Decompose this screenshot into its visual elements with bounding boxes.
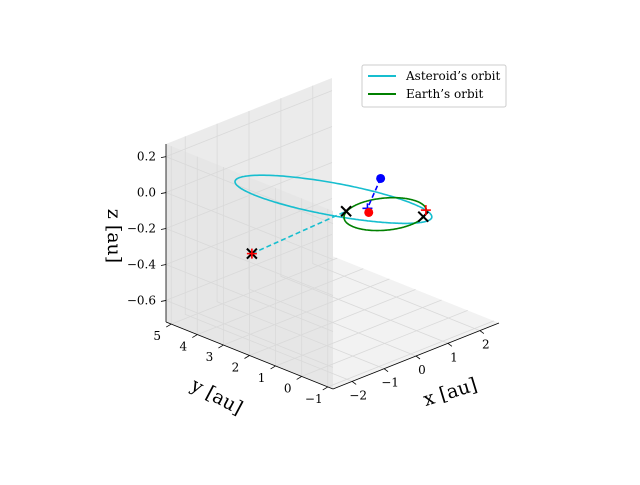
x-tick-label: 1 <box>450 350 458 364</box>
y-tick-mark <box>296 376 302 380</box>
y-tick-mark <box>322 386 328 391</box>
legend-label-asteroid: Asteroid’s orbit <box>405 69 500 83</box>
z-tick-mark <box>160 300 167 302</box>
y-tick-mark <box>270 365 276 370</box>
z-tick-mark <box>160 264 167 266</box>
legend-frame <box>361 64 507 108</box>
z-tick-label: −0.6 <box>127 293 156 307</box>
x-tick-label: −2 <box>349 388 367 402</box>
x-tick-label: 2 <box>482 338 490 352</box>
earth-orbit-line <box>343 196 428 232</box>
plus-marker <box>246 248 257 259</box>
grid-line-x <box>216 123 385 370</box>
plus-marker <box>420 205 431 216</box>
z-tick-label: 0.2 <box>137 150 156 164</box>
legend: Asteroid’s orbit Earth’s orbit <box>361 64 507 108</box>
x-tick-label: 0 <box>418 363 426 377</box>
grid-line-x <box>312 85 480 331</box>
y-tick-label: 0 <box>284 381 292 395</box>
y-axis-label: y [au] <box>186 374 246 420</box>
dot-marker <box>376 173 386 183</box>
event-markers <box>246 173 431 260</box>
z-tick-mark <box>160 156 167 158</box>
y-tick-label: 3 <box>206 350 214 364</box>
x-axis-label: x [au] <box>421 374 480 411</box>
y-tick-mark <box>218 344 224 349</box>
grid-line-x <box>280 98 449 344</box>
z-tick-mark <box>160 192 167 194</box>
y-tick-mark <box>166 323 172 328</box>
y-tick-mark <box>192 334 198 338</box>
y-tick-label: 2 <box>232 361 240 375</box>
z-tick-label: −0.4 <box>127 257 157 271</box>
y-tick-label: −1 <box>305 392 323 406</box>
dot-marker <box>364 207 374 217</box>
tick-labels: −2 −1 0 1 2 −1 0 1 2 3 4 5 0.2 0.0 −0.2 −0.4 −0.6 <box>127 150 490 406</box>
grid-line-x <box>184 136 353 382</box>
cross-marker <box>340 205 352 217</box>
dashed-guide-line <box>366 178 382 209</box>
y-tick-mark <box>244 355 250 359</box>
cross-marker <box>417 210 429 223</box>
x-tick-mark <box>383 368 389 373</box>
orbit-series <box>234 174 433 232</box>
y-tick-label: 1 <box>258 371 266 385</box>
x-tick-mark <box>415 355 421 360</box>
z-tick-mark <box>160 228 167 230</box>
legend-label-earth: Earth’s orbit <box>406 87 483 101</box>
x-tick-mark <box>351 381 357 385</box>
dashed-guide-line <box>251 210 347 255</box>
grid-line-x <box>248 111 417 357</box>
axis-lines <box>160 144 500 391</box>
z-axis-label: z [au] <box>103 209 125 263</box>
x-tick-mark <box>447 342 453 347</box>
x-tick-mark <box>479 330 485 334</box>
x-tick-label: −1 <box>381 376 399 390</box>
y-tick-label: 5 <box>153 329 161 343</box>
z-tick-label: −0.2 <box>127 222 156 236</box>
cross-stroke <box>340 205 352 217</box>
z-tick-label: 0.0 <box>137 186 156 200</box>
y-tick-label: 4 <box>179 340 187 354</box>
asteroid-orbit-line <box>234 174 433 225</box>
